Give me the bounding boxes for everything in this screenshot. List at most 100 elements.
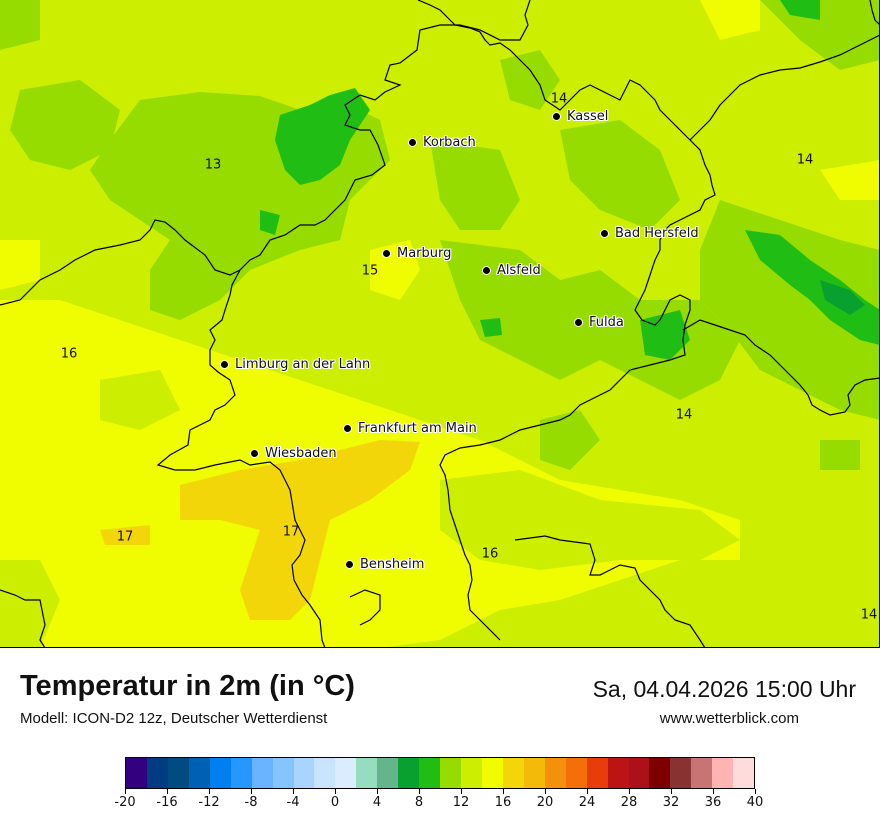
temperature-value: 17 [282, 524, 300, 540]
model-subtitle: Modell: ICON-D2 12z, Deutscher Wetterdie… [20, 710, 328, 727]
colorbar-segment [607, 758, 629, 788]
city-label: Alsfeld [497, 263, 541, 278]
colorbar-tick-label: 12 [452, 795, 470, 810]
colorbar-segment [440, 758, 461, 788]
colorbar-tick-label: -16 [156, 795, 178, 810]
colorbar-segment [293, 758, 315, 788]
temperature-value: 14 [675, 407, 693, 423]
city-label: Fulda [589, 315, 624, 330]
temperature-value: 17 [116, 529, 134, 545]
city-bad-hersfeld: Bad Hersfeld [600, 226, 699, 241]
colorbar-segment [628, 758, 650, 788]
city-dot-icon [552, 112, 561, 121]
city-dot-icon [250, 449, 259, 458]
city-dot-icon [600, 229, 609, 238]
colorbar [125, 757, 755, 789]
city-dot-icon [345, 560, 354, 569]
city-label: Limburg an der Lahn [235, 357, 371, 372]
city-frankfurt: Frankfurt am Main [343, 421, 477, 436]
city-alsfeld: Alsfeld [482, 263, 541, 278]
colorbar-tick-mark [670, 789, 672, 794]
colorbar-segment [188, 758, 210, 788]
colorbar-segment [481, 758, 503, 788]
colorbar-tick-mark [124, 789, 126, 794]
colorbar-segment [586, 758, 608, 788]
city-label: Bad Hersfeld [615, 226, 699, 241]
city-kassel: Kassel [552, 109, 608, 124]
city-dot-icon [343, 424, 352, 433]
colorbar-tick-mark [418, 789, 420, 794]
colorbar-tick-mark [712, 789, 714, 794]
colorbar-segment [712, 758, 734, 788]
colorbar-tick-mark [292, 789, 294, 794]
colorbar-tick-label: 40 [746, 795, 764, 810]
city-wiesbaden: Wiesbaden [250, 446, 337, 461]
colorbar-tick-mark [334, 789, 336, 794]
colorbar-segment [419, 758, 441, 788]
colorbar-tick-mark [586, 789, 588, 794]
colorbar-tick-label: 28 [620, 795, 638, 810]
city-korbach: Korbach [408, 135, 476, 150]
colorbar-tick-mark [544, 789, 546, 794]
colorbar-segment [691, 758, 713, 788]
colorbar-segment [251, 758, 273, 788]
colorbar-tick-label: 36 [704, 795, 722, 810]
colorbar-segment [356, 758, 378, 788]
city-bensheim: Bensheim [345, 557, 424, 572]
city-dot-icon [408, 138, 417, 147]
colorbar-segment [230, 758, 252, 788]
city-label: Bensheim [360, 557, 425, 572]
colorbar-tick-label: -4 [286, 795, 300, 810]
city-fulda: Fulda [574, 315, 624, 330]
map-title: Temperatur in 2m (in °C) [20, 670, 355, 702]
colorbar-segment [670, 758, 692, 788]
colorbar-tick-label: -8 [244, 795, 258, 810]
colorbar-tick-mark [166, 789, 168, 794]
city-limburg: Limburg an der Lahn [220, 357, 370, 372]
colorbar-segment [461, 758, 482, 788]
colorbar-tick-mark [208, 789, 210, 794]
temperature-map: Kassel Korbach Bad Hersfeld Marburg Alsf… [0, 0, 880, 648]
colorbar-tick-label: 0 [330, 795, 340, 810]
city-dot-icon [382, 249, 391, 258]
colorbar-tick-label: 20 [536, 795, 554, 810]
colorbar-tick-label: -20 [114, 795, 136, 810]
colorbar-segment [398, 758, 420, 788]
colorbar-tick-mark [754, 789, 756, 794]
colorbar-segment [649, 758, 671, 788]
city-label: Kassel [567, 109, 609, 124]
colorbar-segment [544, 758, 566, 788]
colorbar-ticks: -20 -16 -12 -8 -4 0 4 8 12 16 20 24 28 32 36 40 [114, 789, 763, 813]
colorbar-tick-mark [250, 789, 252, 794]
colorbar-segment [502, 758, 524, 788]
city-dot-icon [574, 318, 583, 327]
colorbar-segment [377, 758, 399, 788]
colorbar-tick-label: -12 [198, 795, 220, 810]
colorbar-tick-label: 16 [494, 795, 512, 810]
city-label: Marburg [397, 246, 452, 261]
colorbar-segment [146, 758, 168, 788]
colorbar-segment [272, 758, 294, 788]
city-marburg: Marburg [382, 246, 451, 261]
colorbar-segment [126, 758, 147, 788]
colorbar-segment [209, 758, 231, 788]
temperature-value: 14 [796, 152, 814, 168]
temperature-field [0, 0, 880, 648]
colorbar-tick-label: 8 [414, 795, 424, 810]
colorbar-segment [335, 758, 357, 788]
colorbar-tick-mark [628, 789, 630, 794]
valid-datetime: Sa, 04.04.2026 15:00 Uhr [592, 676, 856, 702]
temperature-value: 16 [481, 546, 499, 562]
temperature-value: 16 [60, 346, 78, 362]
colorbar-tick-label: 4 [372, 795, 382, 810]
colorbar-tick-mark [502, 789, 504, 794]
city-dot-icon [220, 360, 229, 369]
colorbar-segment [523, 758, 545, 788]
colorbar-segment [314, 758, 336, 788]
colorbar-tick-mark [460, 789, 462, 794]
city-label: Wiesbaden [265, 446, 337, 461]
colorbar-segment [565, 758, 587, 788]
city-dot-icon [482, 266, 491, 275]
colorbar-tick-label: 24 [578, 795, 596, 810]
temperature-value: 15 [361, 263, 379, 279]
